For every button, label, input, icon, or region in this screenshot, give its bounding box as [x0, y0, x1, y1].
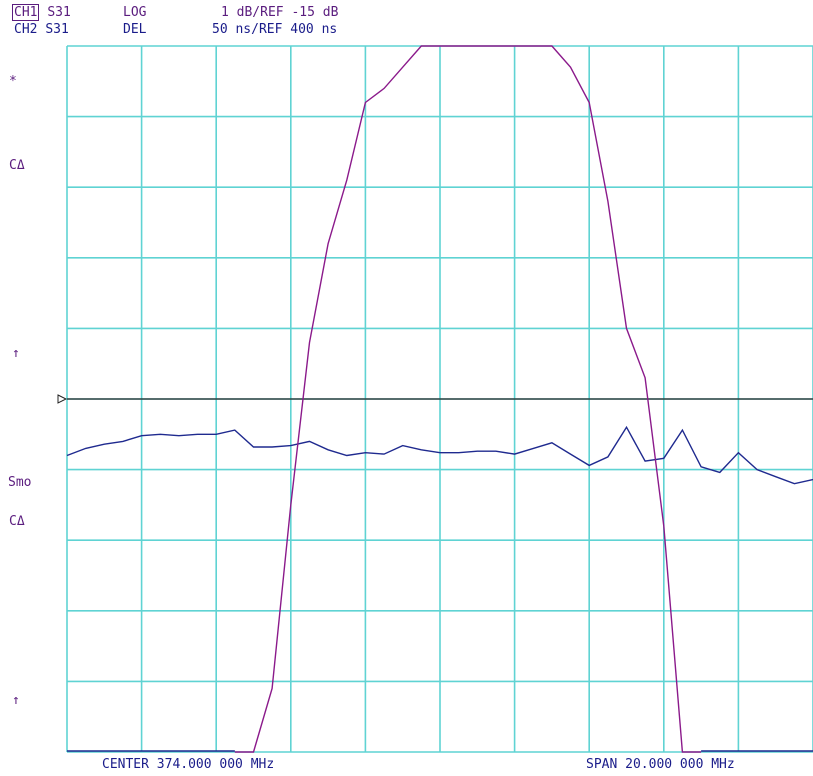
ch1-param: S31 — [47, 5, 71, 20]
ch1-status-line: CH1 S31 — [12, 4, 71, 21]
frequency-span: SPAN 20.000 000 MHz — [586, 757, 735, 772]
ch1-correction-indicator: CΔ — [9, 158, 25, 173]
ch2-status-line: CH2 S31 — [14, 23, 69, 37]
ch1-reference-arrow-icon: ↑ — [12, 346, 20, 361]
marker-star-icon: * — [9, 74, 17, 89]
ch2-correction-indicator: CΔ — [9, 514, 25, 529]
graticule — [66, 45, 813, 753]
ch1-log-magnitude-trace — [234, 45, 702, 753]
reference-position-marker — [57, 394, 68, 404]
ch1-label[interactable]: CH1 — [12, 4, 40, 21]
ch2-delay-trace — [66, 425, 813, 485]
smoothing-indicator: Smo — [8, 475, 32, 490]
ch1-scale: 1 dB/REF -15 dB — [221, 5, 339, 20]
ch2-param: S31 — [45, 22, 69, 37]
ch2-scale: 50 ns/REF 400 ns — [212, 22, 338, 37]
ch2-label[interactable]: CH2 — [14, 22, 38, 37]
center-frequency: CENTER 374.000 000 MHz — [102, 757, 275, 772]
ch1-format: LOG — [123, 5, 147, 20]
ch2-format: DEL — [123, 22, 147, 37]
ch2-reference-arrow-icon: ↑ — [12, 693, 20, 708]
